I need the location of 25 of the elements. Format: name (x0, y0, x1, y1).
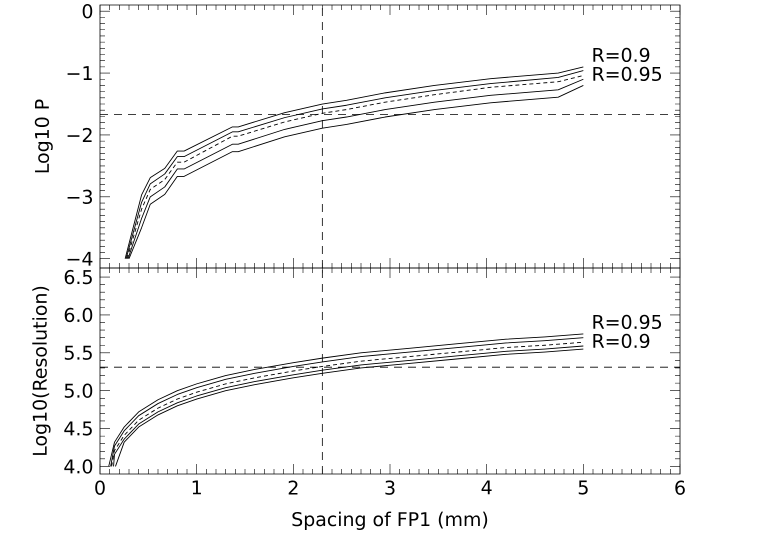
x-tick-label: 2 (288, 480, 298, 495)
annotation: R=0.95 (593, 66, 662, 82)
y-tick-label: −1 (68, 66, 92, 80)
x-tick-label: 0 (95, 480, 105, 495)
y-axis-title: Log10(Resolution) (32, 286, 51, 455)
x-tick-label: 4 (482, 480, 492, 494)
x-tick-label: 3 (385, 480, 395, 495)
y-axis-title: Log10 P (34, 99, 53, 172)
y-tick-label: −2 (68, 128, 92, 142)
x-tick-label: 1 (192, 480, 201, 494)
annotation: R=0.9 (593, 48, 650, 62)
x-tick-label: 5 (578, 480, 588, 495)
y-tick-label: 6.5 (64, 270, 92, 284)
x-tick-label: 6 (675, 480, 685, 495)
y-tick-label: 6.0 (64, 308, 92, 322)
y-tick-label: 4.0 (64, 459, 92, 474)
y-tick-label: 5.0 (64, 384, 92, 398)
x-axis-title: Spacing of FP1 (mm) (292, 512, 488, 530)
annotation: R=0.95 (593, 314, 662, 330)
y-tick-label: 4.5 (64, 422, 92, 436)
y-tick-label: 5.5 (64, 346, 92, 360)
annotation: R=0.9 (593, 334, 650, 348)
y-tick-label: −4 (68, 252, 92, 266)
y-tick-label: 0 (82, 4, 92, 18)
y-tick-label: −3 (68, 190, 92, 204)
